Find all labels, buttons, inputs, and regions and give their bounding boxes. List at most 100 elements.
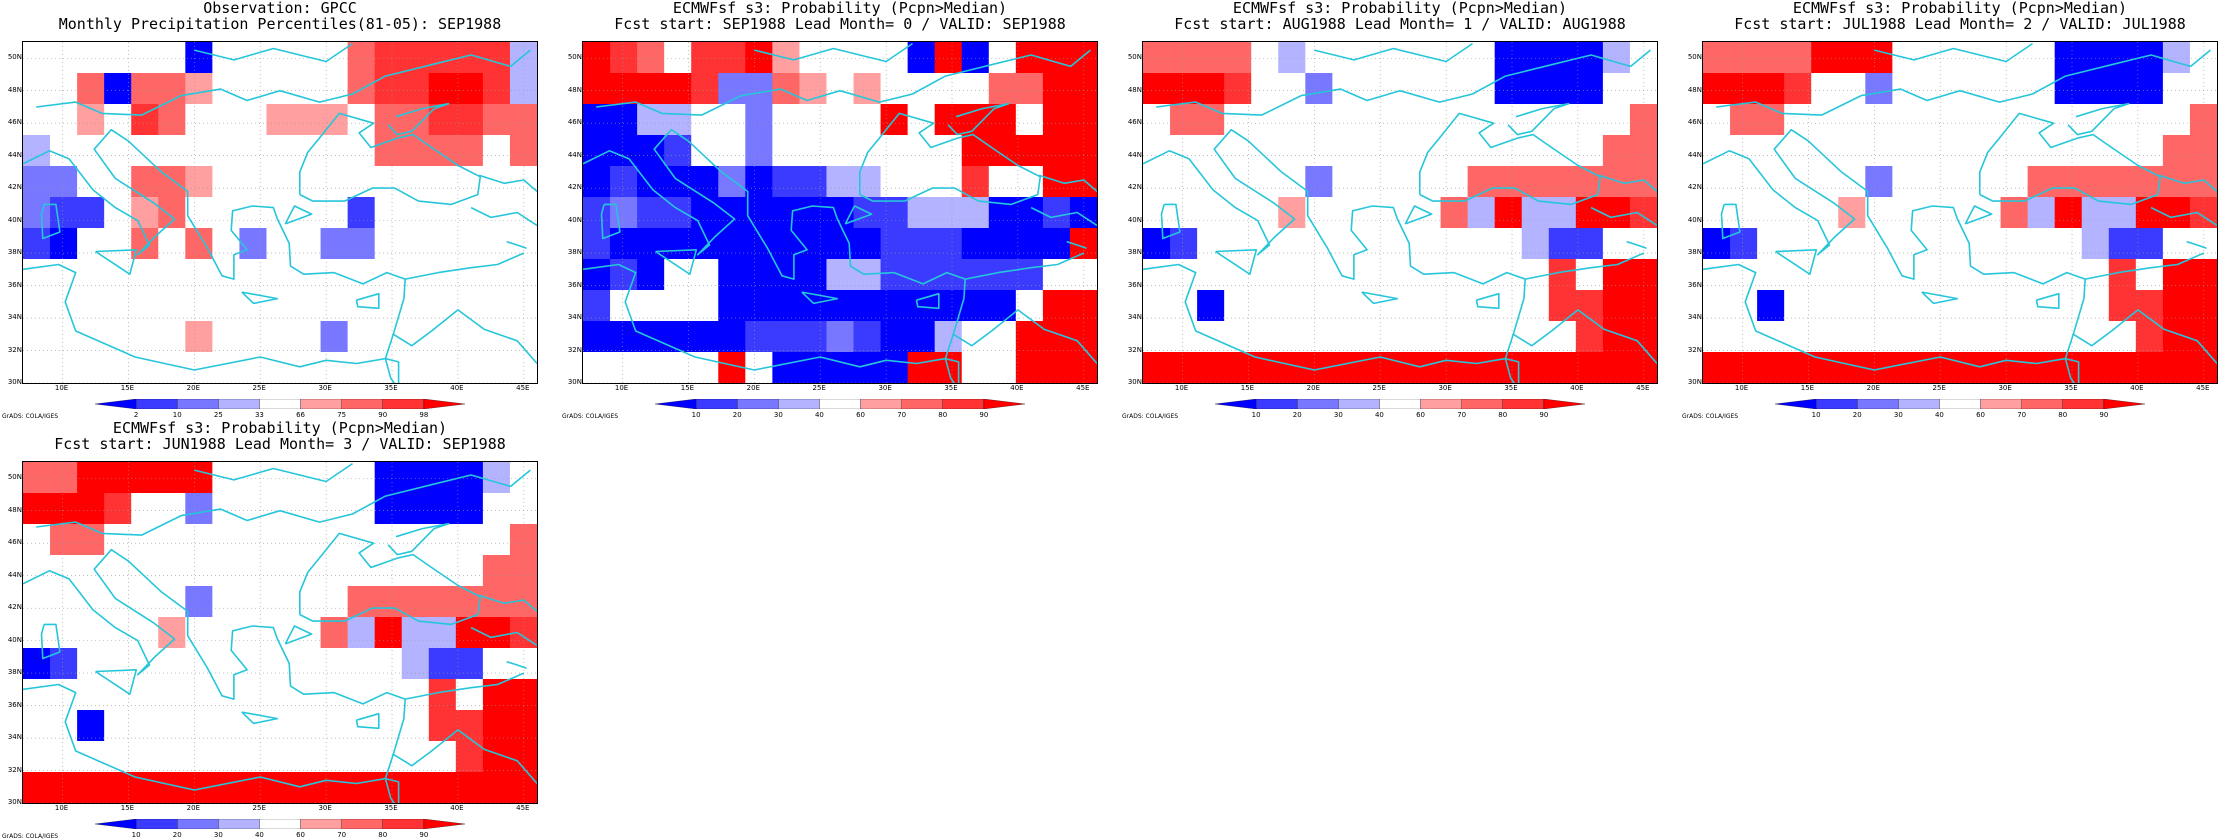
grid-cell [347, 352, 376, 383]
grid-cell [1703, 197, 1731, 229]
grid-cell [1197, 42, 1225, 74]
colorbar-swatch [942, 399, 985, 409]
grid-cell [401, 772, 430, 803]
grid-cell [1278, 42, 1306, 74]
grid-cell [1170, 321, 1198, 353]
coastline [596, 49, 1091, 116]
grid-cell [1784, 166, 1812, 198]
map-svg [1143, 42, 1657, 383]
grid-cell [2189, 135, 2217, 167]
grid-cell [1602, 166, 1631, 198]
grid-cell [745, 166, 773, 198]
latitude-tick-label: 50N [7, 53, 22, 62]
grid-cell [50, 772, 78, 803]
grid-cell [1042, 73, 1071, 105]
coastline [1590, 206, 1657, 227]
grid-cell [1386, 73, 1415, 105]
longitude-tick-label: 15E [680, 384, 695, 392]
grid-cell [320, 462, 349, 494]
coastline [1874, 42, 2033, 63]
grid-cell [2054, 135, 2083, 167]
grid-cell [212, 290, 241, 322]
grid-cell [907, 290, 936, 322]
grid-cell [158, 228, 186, 260]
grid-cell [239, 617, 268, 649]
grid-cell [1170, 42, 1198, 74]
grid-cell [961, 166, 990, 198]
coastline [2158, 174, 2217, 193]
map-plot-area [22, 461, 538, 804]
grid-cell [988, 166, 1017, 198]
grid-cell [1703, 104, 1731, 136]
longitude-tick-label: 10E [54, 804, 69, 812]
latitude-tick-label: 36N [1127, 280, 1142, 289]
grid-cell [826, 104, 855, 136]
grid-cell [1413, 321, 1442, 353]
latitude-tick-label: 46N [1687, 118, 1702, 127]
colorbar-swatch [177, 399, 219, 409]
longitude-tick-label: 45E [1076, 384, 1090, 392]
grid-cell [320, 617, 349, 649]
grid-cell [239, 555, 268, 587]
grid-cell [77, 321, 105, 353]
coastline [40, 203, 61, 240]
coastline [2186, 240, 2207, 249]
grid-cell [1548, 104, 1577, 136]
grid-cell [853, 42, 882, 74]
grid-cell [1602, 104, 1631, 136]
grid-cell [1865, 290, 1893, 322]
colorbar-swatch [259, 399, 301, 409]
grid-cell [320, 135, 349, 167]
grid-cell [1305, 104, 1333, 136]
grid-cell [266, 493, 295, 525]
grid-cell [1892, 352, 1921, 383]
grid-cell [1629, 352, 1657, 383]
grid-cell [1332, 104, 1361, 136]
grid-cell [1602, 197, 1631, 229]
title-line-1: ECMWFsf s3: Probability (Pcpn>Median) [112, 419, 448, 437]
grid-cell [1042, 197, 1071, 229]
longitude-tick-label: 25E [1372, 384, 1386, 392]
coastline [95, 249, 138, 275]
grid-cell [428, 524, 457, 556]
latitude-tick-label: 40N [1127, 215, 1142, 224]
coastline [2072, 309, 2217, 365]
colorbar-tick-label: 20 [172, 831, 182, 839]
colorbar-tick-label: 30 [1893, 411, 1903, 419]
longitude-tick-label: 40E [2130, 384, 2144, 392]
grid-cell [988, 197, 1017, 229]
colorbar [95, 399, 465, 409]
grid-cell [239, 648, 268, 680]
grid-cell [1730, 290, 1758, 322]
grid-cell [1892, 228, 1921, 260]
grid-cell [1305, 135, 1333, 167]
grid-cell [455, 259, 484, 291]
grid-cell [1919, 73, 1948, 105]
grid-cell [347, 555, 376, 587]
grid-cell [934, 259, 963, 291]
grid-cell [482, 197, 511, 229]
grid-cell [185, 493, 213, 525]
grid-cell [826, 42, 855, 74]
coastline [95, 669, 138, 695]
grid-cell [266, 741, 295, 773]
colorbar-tick-label: 25 [213, 411, 223, 419]
grid-cell [1224, 104, 1252, 136]
grid-cell [23, 290, 51, 322]
latitude-tick-label: 34N [7, 733, 22, 742]
grid-cell [320, 710, 349, 742]
coastline [801, 291, 839, 305]
grid-cell [428, 166, 457, 198]
colorbar-swatch [1980, 399, 2022, 409]
grid-cell [1946, 166, 1975, 198]
colorbar-swatch [1502, 399, 1545, 409]
latitude-tick-label: 44N [567, 150, 582, 159]
grid-cell [239, 259, 268, 291]
grid-cell [2000, 321, 2029, 353]
grid-cell [880, 197, 909, 229]
grid-cell [104, 648, 132, 680]
grid-cell [1548, 352, 1577, 383]
latitude-tick-label: 32N [1127, 345, 1142, 354]
grid-cell [1784, 352, 1812, 383]
grid-cell [77, 197, 105, 229]
